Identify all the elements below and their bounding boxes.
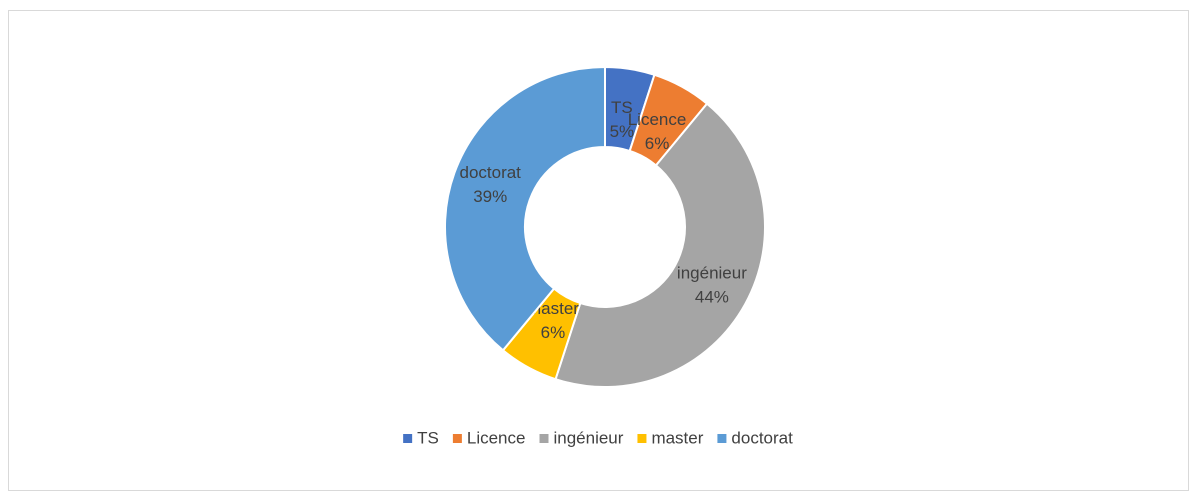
legend-label: master <box>651 428 703 447</box>
legend-swatch <box>403 434 413 443</box>
legend-swatch <box>452 434 462 443</box>
data-label-value: 44% <box>695 287 729 306</box>
donut-slice <box>444 65 606 352</box>
legend-swatch <box>717 434 727 443</box>
data-label-category: doctorat <box>459 163 521 182</box>
data-label-value: 5% <box>610 122 635 141</box>
data-label-value: 6% <box>645 134 670 153</box>
legend-label: TS <box>417 428 439 447</box>
donut-slice <box>554 102 766 388</box>
legend-swatch <box>539 434 549 443</box>
data-label-value: 6% <box>541 323 566 342</box>
data-label-category: ingénieur <box>677 263 747 282</box>
legend-label: doctorat <box>731 428 793 447</box>
data-label-category: TS <box>611 98 633 117</box>
legend-swatch <box>637 434 647 443</box>
data-label-category: Licence <box>628 110 687 129</box>
legend-label: ingénieur <box>553 428 623 447</box>
data-label-value: 39% <box>473 187 507 206</box>
legend-label: Licence <box>467 428 526 447</box>
